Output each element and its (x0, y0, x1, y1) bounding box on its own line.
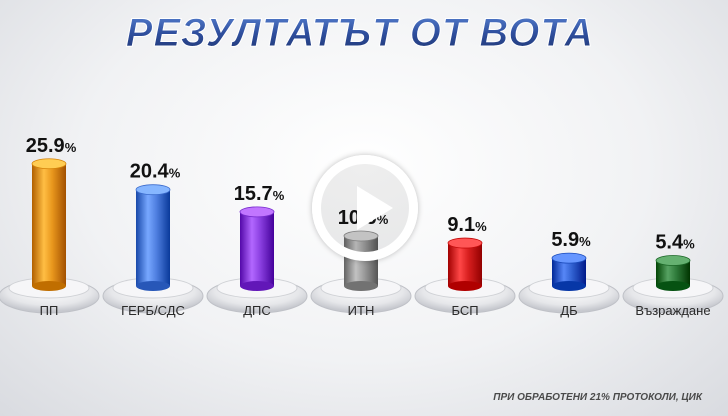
data-label: 5.9% (551, 229, 591, 251)
bar (136, 189, 170, 286)
data-label-value: 9.1 (447, 214, 475, 236)
data-label-value: 5.4 (655, 232, 684, 254)
data-label-unit: % (169, 166, 181, 181)
bar-group: 15.7% ДПС (206, 183, 308, 318)
category-label: БСП (451, 303, 478, 318)
bar-group: 9.1% БСП (414, 214, 516, 318)
data-label-unit: % (579, 234, 591, 249)
category-label: ИТН (348, 303, 375, 318)
bar-cap (239, 206, 275, 218)
footnote: ПРИ ОБРАБОТЕНИ 21% ПРОТОКОЛИ, ЦИК (493, 392, 703, 403)
data-label-unit: % (273, 188, 285, 203)
bar (448, 243, 482, 286)
bar-base (344, 281, 378, 291)
data-label: 15.7% (234, 183, 285, 205)
bar-base (448, 281, 482, 291)
bar-group: 20.4% ГЕРБ/СДС (102, 161, 204, 318)
data-label: 5.4% (655, 232, 695, 254)
bar-group: 5.4% Възраждане (622, 232, 724, 318)
bar-base (552, 281, 586, 291)
category-label: Възраждане (635, 303, 710, 318)
data-label-unit: % (475, 219, 487, 234)
category-label: ПП (40, 303, 59, 318)
data-label-value: 20.4 (130, 161, 170, 183)
data-label-value: 5.9 (551, 229, 579, 251)
bar-base (656, 281, 690, 291)
bar (32, 163, 66, 286)
bars-layer: 25.9%ПП20.4%ГЕРБ/СДС15.7%ДПС10.6%ИТН9.1%… (0, 135, 724, 318)
play-icon (357, 186, 393, 230)
bar-cap (135, 184, 171, 196)
bar-base (136, 281, 170, 291)
bar-group: 5.9% ДБ (518, 229, 620, 318)
data-label-value: 25.9 (26, 135, 65, 157)
bar-group: 25.9% ПП (0, 135, 100, 318)
chart-title: РЕЗУЛТАТЪТ ОТ ВОТА (126, 11, 594, 55)
data-label: 20.4% (130, 161, 181, 183)
bar-cap (447, 237, 483, 249)
bar (240, 211, 274, 286)
category-label: ГЕРБ/СДС (121, 303, 185, 318)
category-label: ДПС (243, 303, 271, 318)
data-label: 25.9% (26, 135, 77, 157)
bar-base (32, 281, 66, 291)
play-button[interactable] (312, 155, 418, 261)
bar-base (240, 281, 274, 291)
category-label: ДБ (560, 303, 577, 318)
bar-cap (655, 255, 691, 266)
bar-cap (551, 252, 587, 264)
bar-cap (31, 158, 67, 170)
data-label-unit: % (683, 237, 695, 252)
data-label: 9.1% (447, 214, 487, 236)
data-label-unit: % (65, 140, 77, 155)
data-label-value: 15.7 (234, 183, 273, 205)
